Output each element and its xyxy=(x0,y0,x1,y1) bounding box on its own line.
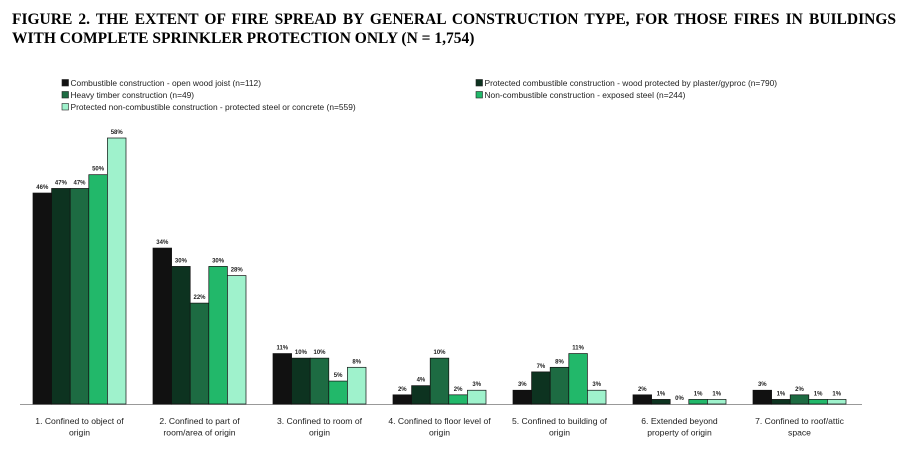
legend-swatch-4 xyxy=(475,91,483,99)
bar-g3-s5 xyxy=(347,366,367,405)
data-label-g3-s5: 8% xyxy=(352,359,361,365)
legend-swatch-2 xyxy=(475,79,483,87)
data-label-g3-s4: 5% xyxy=(334,373,343,379)
bar-g5-s3 xyxy=(549,366,570,405)
legend-label-4: Non-combustible construction - exposed s… xyxy=(485,90,686,100)
data-label-g2-s3: 22% xyxy=(193,295,206,301)
bar-g4-s4 xyxy=(448,394,468,405)
data-label-g4-s4: 2% xyxy=(454,387,463,393)
bar-g5-s5 xyxy=(587,389,607,405)
data-label-g3-s2: 10% xyxy=(295,350,308,356)
bar-g5-s1 xyxy=(512,389,532,405)
data-label-g7-s4: 1% xyxy=(814,391,823,397)
bar-g5-s4 xyxy=(568,353,588,405)
data-label-g1-s4: 50% xyxy=(92,167,105,173)
bar-g7-s5 xyxy=(827,399,847,405)
bar-g7-s3 xyxy=(789,394,810,405)
data-label-g1-s2: 47% xyxy=(55,180,68,186)
data-label-g6-s5: 1% xyxy=(712,391,721,397)
legend-label-5: Protected non-combustible construction -… xyxy=(71,102,356,112)
category-label-2: 2. Confined to part of room/area of origi… xyxy=(159,416,240,438)
bar-g4-s1 xyxy=(392,394,412,405)
bar-g4-s3 xyxy=(429,357,450,405)
data-label-g5-s4: 11% xyxy=(572,346,584,352)
bar-g7-s4 xyxy=(808,399,828,405)
bar-g5-s2 xyxy=(531,371,551,405)
data-label-g1-s3: 47% xyxy=(73,180,86,186)
bar-g2-s2 xyxy=(171,266,191,405)
data-label-g7-s1: 3% xyxy=(758,382,767,388)
data-label-g1-s1: 46% xyxy=(36,185,49,191)
data-label-g2-s4: 30% xyxy=(212,258,225,264)
data-label-g7-s3: 2% xyxy=(795,387,804,393)
bar-g2-s5 xyxy=(227,275,247,405)
data-label-g4-s5: 3% xyxy=(472,382,481,388)
data-label-g4-s3: 10% xyxy=(433,350,446,356)
legend-swatch-1 xyxy=(61,79,69,87)
legend-label-1: Combustible construction - open wood joi… xyxy=(71,78,262,88)
data-label-g5-s1: 3% xyxy=(518,382,527,388)
bar-g1-s2 xyxy=(51,188,71,405)
data-label-g1-s5: 58% xyxy=(111,130,124,136)
bar-g3-s3 xyxy=(309,357,330,405)
legend-label-2: Protected combustible construction - woo… xyxy=(485,78,778,88)
data-label-g5-s5: 3% xyxy=(592,382,601,388)
bar-g6-s4 xyxy=(688,399,708,405)
bar-g3-s4 xyxy=(328,380,348,405)
bar-g1-s3 xyxy=(69,188,90,405)
bar-g7-s1 xyxy=(752,389,772,405)
category-label-1: 1. Confined to object of origin xyxy=(35,416,124,438)
category-label-6: 6. Extended beyond property of origin xyxy=(641,416,718,438)
data-label-g5-s3: 8% xyxy=(555,359,564,365)
figure-title: FIGURE 2. THE EXTENT OF FIRE SPREAD BY G… xyxy=(12,11,896,47)
data-label-g3-s3: 10% xyxy=(313,350,326,356)
bar-g1-s4 xyxy=(88,174,108,405)
category-label-7: 7. Confined to roof/attic space xyxy=(755,416,845,438)
bar-g2-s4 xyxy=(208,266,228,405)
bar-g2-s3 xyxy=(189,302,210,405)
data-label-g7-s2: 1% xyxy=(777,391,786,397)
data-label-g5-s2: 7% xyxy=(537,364,546,370)
category-label-4: 4. Confined to floor level of origin xyxy=(388,416,491,438)
bar-g7-s2 xyxy=(771,399,791,405)
data-label-g6-s1: 2% xyxy=(638,387,647,393)
data-label-g6-s2: 1% xyxy=(657,391,666,397)
data-label-g2-s2: 30% xyxy=(175,258,188,264)
legend-label-3: Heavy timber construction (n=49) xyxy=(71,90,195,100)
category-label-3: 3. Confined to room of origin xyxy=(277,416,363,438)
bar-g1-s5 xyxy=(107,137,127,405)
data-label-g6-s3: 0% xyxy=(675,396,684,402)
bar-g2-s1 xyxy=(152,247,172,405)
data-label-g6-s4: 1% xyxy=(694,391,703,397)
data-label-g3-s1: 11% xyxy=(276,346,288,352)
bar-g6-s5 xyxy=(707,399,727,405)
legend-swatch-3 xyxy=(61,91,69,99)
bar-g4-s2 xyxy=(411,385,431,405)
legend-swatch-5 xyxy=(61,103,69,111)
data-label-g4-s2: 4% xyxy=(417,378,426,384)
data-label-g7-s5: 1% xyxy=(832,391,841,397)
data-label-g4-s1: 2% xyxy=(398,387,407,393)
data-label-g2-s5: 28% xyxy=(231,268,244,274)
bar-g6-s2 xyxy=(651,399,671,405)
bar-g1-s1 xyxy=(32,192,52,405)
bar-g3-s2 xyxy=(291,357,311,405)
bar-g6-s1 xyxy=(632,394,652,405)
category-label-5: 5. Confined to building of origin xyxy=(512,416,608,438)
bar-g3-s1 xyxy=(272,353,292,405)
data-label-g2-s1: 34% xyxy=(156,240,169,246)
bar-g4-s5 xyxy=(467,389,487,405)
